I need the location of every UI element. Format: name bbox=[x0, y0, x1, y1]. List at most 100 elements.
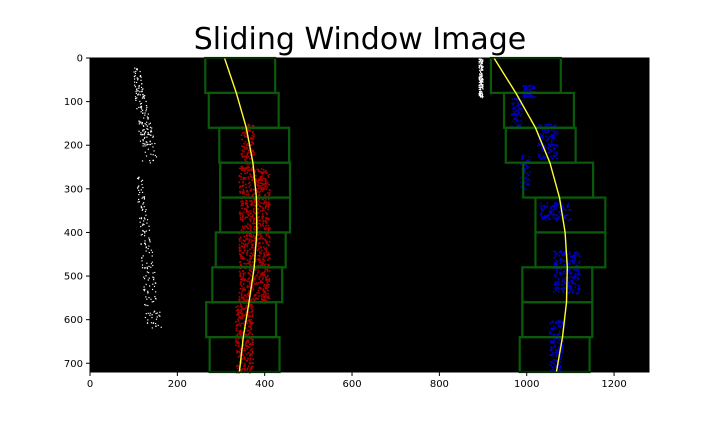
left-lane-pixel bbox=[247, 166, 250, 169]
left-lane-pixel bbox=[240, 278, 242, 281]
edge-pixel bbox=[145, 209, 147, 211]
left-lane-pixel bbox=[253, 151, 255, 154]
edge-pixel bbox=[155, 298, 157, 300]
left-lane-pixel bbox=[249, 269, 251, 272]
right-lane-pixel bbox=[555, 154, 558, 156]
edge-pixel bbox=[143, 137, 146, 139]
edge-pixel bbox=[150, 131, 153, 133]
right-lane-pixel bbox=[561, 208, 564, 211]
edge-pixel bbox=[478, 66, 480, 68]
right-lane-pixel bbox=[520, 176, 522, 179]
edge-pixel bbox=[135, 97, 137, 100]
right-lane-pixel bbox=[528, 89, 531, 92]
right-lane-pixel bbox=[569, 286, 572, 288]
edge-pixel bbox=[481, 59, 483, 61]
left-lane-pixel bbox=[240, 310, 243, 313]
left-lane-pixel bbox=[264, 286, 267, 289]
edge-pixel bbox=[136, 108, 138, 110]
left-lane-pixel bbox=[243, 365, 245, 367]
y-tick-label: 700 bbox=[64, 359, 83, 370]
left-lane-pixel bbox=[249, 184, 252, 187]
edge-pixel bbox=[155, 156, 158, 158]
left-lane-pixel bbox=[242, 156, 244, 158]
right-lane-pixel bbox=[538, 155, 540, 158]
right-lane-pixel bbox=[577, 272, 580, 274]
left-lane-pixel bbox=[263, 298, 266, 300]
right-lane-pixel bbox=[512, 120, 515, 123]
left-lane-pixel bbox=[247, 227, 249, 230]
right-lane-pixel bbox=[512, 110, 515, 113]
right-lane-pixel bbox=[556, 349, 559, 352]
edge-pixel bbox=[146, 271, 148, 273]
right-lane-pixel bbox=[568, 269, 570, 272]
left-lane-pixel bbox=[250, 319, 253, 321]
right-lane-pixel bbox=[553, 250, 555, 253]
left-lane-pixel bbox=[241, 218, 244, 221]
right-lane-pixel bbox=[527, 96, 529, 98]
right-lane-pixel bbox=[568, 276, 570, 279]
right-lane-pixel bbox=[553, 144, 556, 146]
left-lane-pixel bbox=[240, 204, 243, 207]
left-lane-pixel bbox=[256, 184, 259, 186]
right-lane-pixel bbox=[573, 275, 576, 278]
left-lane-pixel bbox=[239, 354, 241, 357]
right-lane-pixel bbox=[556, 214, 558, 217]
left-lane-pixel bbox=[264, 183, 267, 185]
left-lane-pixel bbox=[253, 192, 255, 195]
edge-pixel bbox=[147, 279, 149, 281]
right-lane-pixel bbox=[565, 269, 567, 271]
left-lane-pixel bbox=[249, 323, 252, 325]
left-lane-pixel bbox=[247, 339, 250, 341]
right-lane-pixel bbox=[541, 145, 544, 148]
right-lane-pixel bbox=[544, 215, 546, 218]
left-lane-pixel bbox=[242, 296, 245, 299]
left-lane-pixel bbox=[249, 235, 252, 238]
edge-pixel bbox=[480, 72, 482, 74]
right-lane-pixel bbox=[558, 254, 560, 257]
edge-pixel bbox=[144, 151, 146, 153]
left-lane-pixel bbox=[239, 167, 241, 170]
left-lane-pixel bbox=[252, 254, 254, 257]
right-lane-pixel bbox=[558, 343, 561, 345]
left-lane-pixel bbox=[251, 321, 253, 323]
edge-pixel bbox=[148, 265, 150, 268]
left-lane-pixel bbox=[243, 235, 246, 238]
edge-pixel bbox=[144, 133, 146, 135]
left-lane-pixel bbox=[243, 240, 246, 243]
right-lane-pixel bbox=[558, 206, 561, 209]
edge-pixel bbox=[479, 86, 482, 88]
right-lane-pixel bbox=[546, 123, 549, 126]
left-lane-pixel bbox=[242, 225, 244, 228]
left-lane-pixel bbox=[251, 285, 254, 287]
edge-pixel bbox=[151, 316, 153, 319]
left-lane-pixel bbox=[251, 134, 254, 137]
right-lane-pixel bbox=[549, 144, 552, 147]
left-lane-pixel bbox=[241, 317, 244, 320]
left-lane-pixel bbox=[266, 186, 269, 188]
edge-pixel bbox=[145, 250, 147, 252]
right-lane-pixel bbox=[542, 205, 545, 207]
edge-pixel bbox=[479, 59, 482, 62]
left-lane-pixel bbox=[243, 167, 246, 170]
right-lane-pixel bbox=[553, 263, 556, 266]
left-lane-pixel bbox=[249, 326, 252, 329]
left-lane-pixel bbox=[256, 249, 259, 252]
left-lane-pixel bbox=[252, 204, 255, 206]
right-lane-pixel bbox=[554, 201, 557, 204]
left-lane-pixel bbox=[261, 179, 263, 182]
edge-pixel bbox=[141, 224, 144, 226]
right-lane-pixel bbox=[517, 124, 520, 127]
right-lane-pixel bbox=[554, 123, 557, 126]
edge-pixel bbox=[143, 197, 146, 199]
right-lane-pixel bbox=[576, 279, 579, 281]
right-lane-pixel bbox=[563, 214, 566, 217]
left-lane-pixel bbox=[243, 227, 246, 229]
edge-pixel bbox=[480, 96, 482, 98]
edge-pixel bbox=[142, 88, 144, 90]
left-lane-pixel bbox=[247, 211, 250, 213]
left-lane-pixel bbox=[239, 185, 242, 188]
left-lane-pixel bbox=[257, 184, 260, 186]
left-lane-pixel bbox=[242, 256, 244, 258]
right-lane-pixel bbox=[530, 84, 533, 87]
left-lane-pixel bbox=[240, 176, 242, 178]
